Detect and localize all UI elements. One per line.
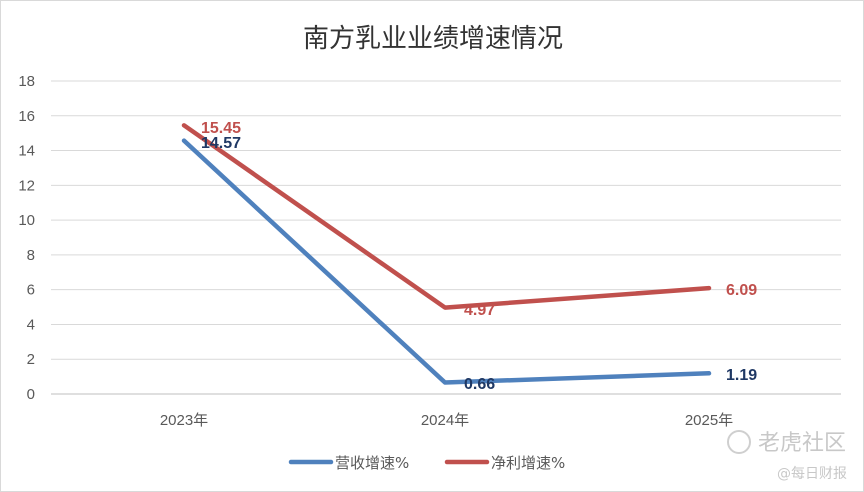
y-tick-label: 2	[27, 351, 35, 368]
x-tick-label: 2025年	[685, 412, 733, 429]
watermark-brand: 老虎社区	[758, 431, 846, 456]
watermark-source: @每日财报	[777, 466, 847, 482]
data-label: 0.66	[464, 376, 495, 393]
y-tick-label: 14	[18, 143, 35, 160]
y-tick-label: 4	[27, 316, 35, 333]
legend-label: 营收增速%	[335, 454, 409, 472]
y-tick-label: 18	[18, 73, 35, 90]
series-line-1	[181, 123, 712, 310]
data-label: 15.45	[201, 120, 241, 137]
chart-title: 南方乳业业绩增速情况	[303, 24, 563, 54]
series-line-0	[181, 138, 712, 385]
y-tick-label: 16	[18, 108, 35, 125]
x-tick-label: 2024年	[421, 412, 469, 429]
data-label: 1.19	[726, 367, 757, 384]
data-label: 14.57	[201, 135, 241, 152]
y-tick-label: 6	[27, 282, 35, 299]
legend-label: 净利增速%	[491, 454, 565, 472]
y-tick-label: 0	[27, 386, 35, 403]
data-label: 4.97	[464, 302, 495, 319]
data-label: 6.09	[726, 282, 757, 299]
watermark-logo-icon	[727, 430, 751, 454]
y-tick-label: 12	[18, 177, 35, 194]
y-tick-label: 8	[27, 247, 35, 264]
x-tick-label: 2023年	[160, 412, 208, 429]
y-tick-label: 10	[18, 212, 35, 229]
